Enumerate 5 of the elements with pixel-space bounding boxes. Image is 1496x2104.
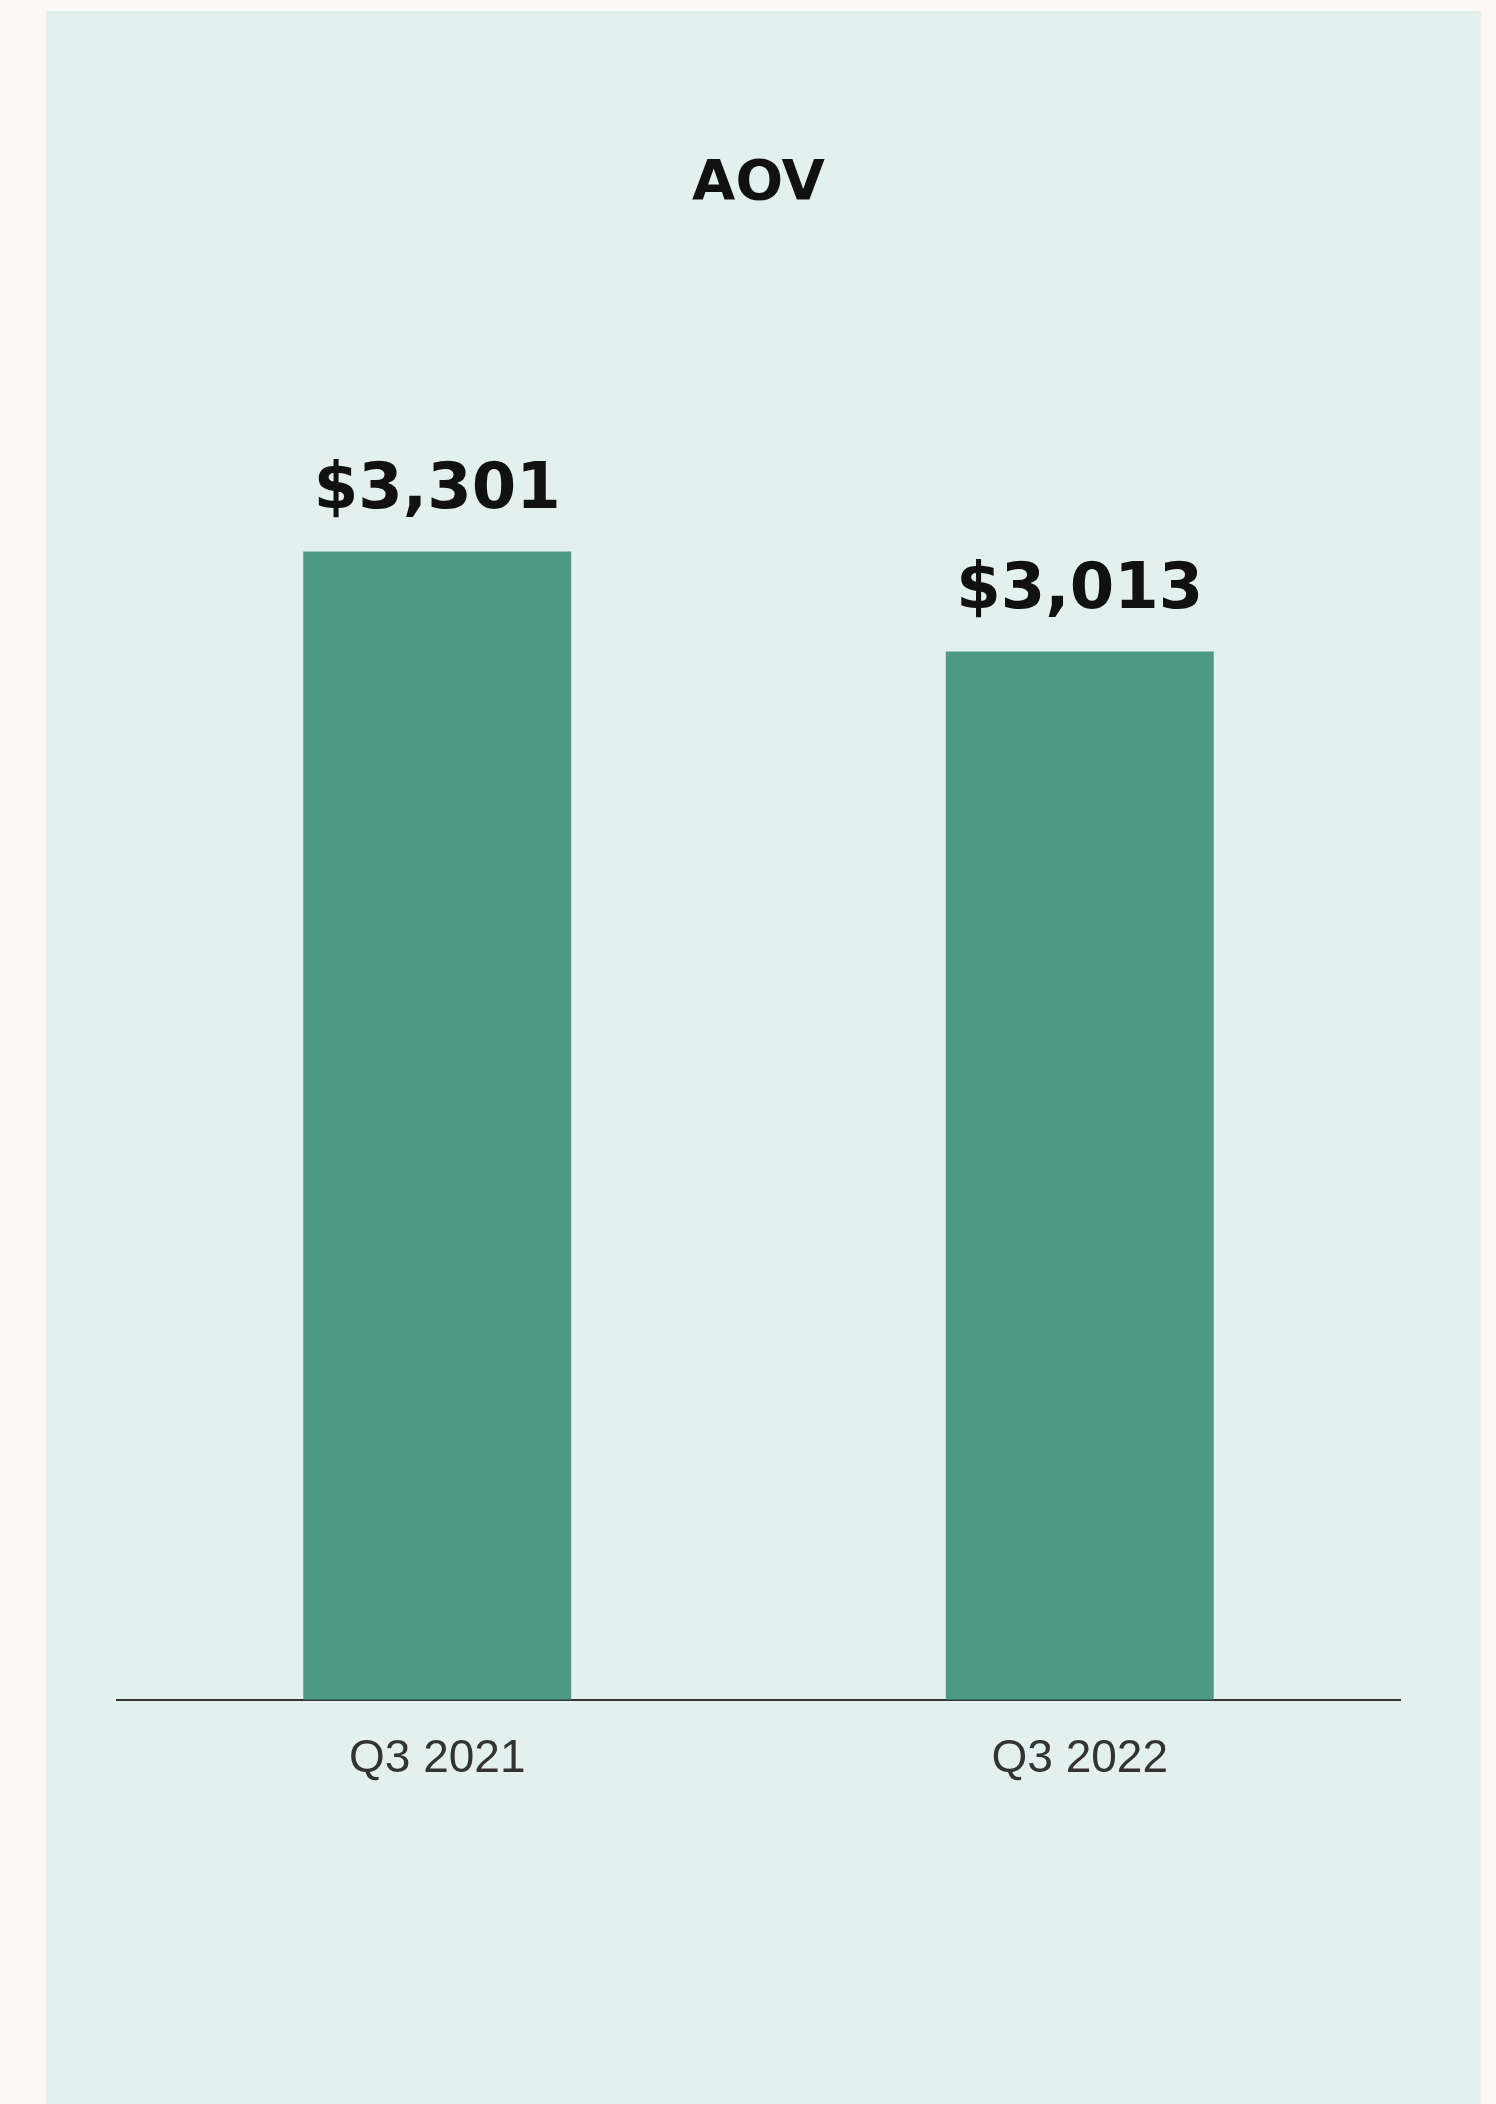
x-tick-label: Q3 2021 [349,1730,526,1783]
x-tick-label: Q3 2022 [991,1730,1168,1783]
chart-title: AOV [692,147,826,213]
data-label: $3,013 [956,549,1204,624]
data-label: $3,301 [313,449,561,524]
